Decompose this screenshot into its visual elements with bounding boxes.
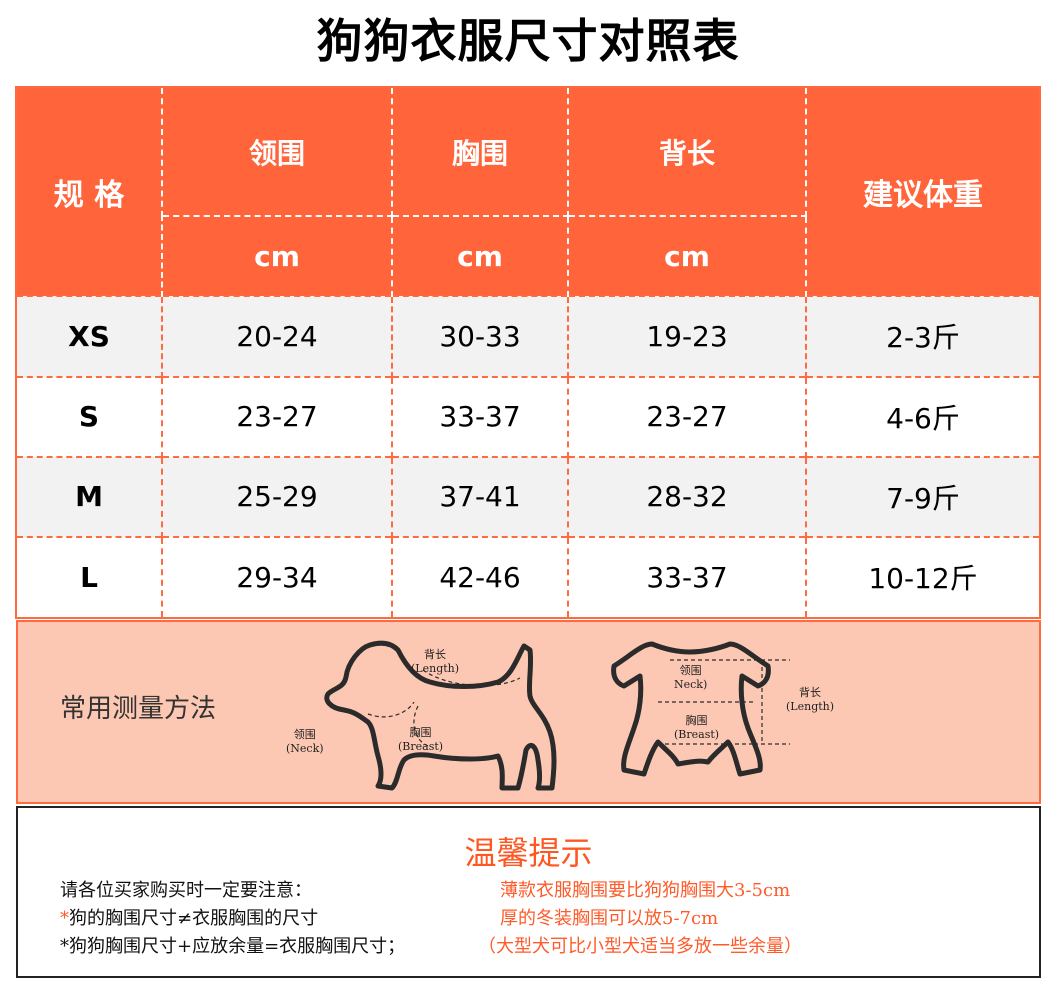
chest-cell: 37-41 xyxy=(392,455,569,537)
dog-neck-label: 领围 (Neck) xyxy=(286,728,324,756)
page-title: 狗狗衣服尺寸对照表 xyxy=(316,14,740,68)
tips-title: 温馨提示 xyxy=(464,834,593,872)
table-row: S 23-27 33-37 23-27 4-6斤 xyxy=(17,375,1039,457)
measurement-label: 常用测量方法 xyxy=(60,694,217,724)
measurement-panel: 常用测量方法 背长 (Length) 领围 (Neck) xyxy=(16,620,1041,804)
weight-cell: 2-3斤 xyxy=(806,295,1039,377)
table-row: M 25-29 37-41 28-32 7-9斤 xyxy=(17,455,1039,537)
header-back: 背长 xyxy=(568,88,807,218)
table-row: XS 20-24 30-33 19-23 2-3斤 xyxy=(17,295,1039,377)
header-weight: 建议体重 xyxy=(806,88,1039,297)
tip-right-1: 薄款衣服胸围要比狗狗胸围大3-5cm xyxy=(500,880,791,901)
dog-chest-en: (Breast) xyxy=(398,740,444,753)
size-cell: L xyxy=(17,535,163,617)
neck-cell: 29-34 xyxy=(162,535,393,617)
header-chest-unit: cm xyxy=(392,216,569,297)
tip-line-2: *狗的胸围尺寸≠衣服胸围的尺寸 xyxy=(60,904,318,930)
clothes-chest-cn: 胸围 xyxy=(685,714,708,727)
size-table: 规 格 领围 胸围 背长 建议体重 cm cm cm XS 20-24 30-3… xyxy=(15,86,1041,619)
back-cell: 19-23 xyxy=(568,295,807,377)
dog-back-cn: 背长 xyxy=(424,648,447,661)
neck-cell: 20-24 xyxy=(162,295,393,377)
clothes-outline-icon xyxy=(611,641,771,777)
dog-neck-en: (Neck) xyxy=(286,742,324,755)
clothes-back-cn: 背长 xyxy=(799,686,822,699)
neck-cell: 23-27 xyxy=(162,375,393,457)
tip-line-2-text: 狗的胸围尺寸≠衣服胸围的尺寸 xyxy=(69,908,319,929)
clothes-neck-en: Neck) xyxy=(674,678,708,691)
measurement-diagram xyxy=(324,640,790,791)
clothes-chest-label: 胸围 (Breast) xyxy=(674,714,719,742)
size-cell: S xyxy=(17,375,163,457)
header-neck: 领围 xyxy=(162,88,393,218)
tip-line-3: *狗狗胸围尺寸+应放余量=衣服胸围尺寸； xyxy=(60,936,406,957)
dog-outline-icon xyxy=(324,640,557,791)
tip-right-3: （大型犬可比小型犬适当多放一些余量） xyxy=(478,936,802,957)
dog-neck-cn: 领围 xyxy=(293,728,316,741)
tip-line-1: 请各位买家购买时一定要注意： xyxy=(60,880,312,901)
dog-back-en: (Length) xyxy=(411,662,460,675)
header-neck-unit: cm xyxy=(162,216,393,297)
size-cell: M xyxy=(17,455,163,537)
neck-cell: 25-29 xyxy=(162,455,393,537)
tip-star: * xyxy=(60,908,69,929)
chest-cell: 30-33 xyxy=(392,295,569,377)
header-chest: 胸围 xyxy=(392,88,569,218)
weight-cell: 10-12斤 xyxy=(806,535,1039,617)
chest-cell: 33-37 xyxy=(392,375,569,457)
clothes-neck-cn: 领围 xyxy=(679,664,702,677)
chest-cell: 42-46 xyxy=(392,535,569,617)
dog-chest-cn: 胸围 xyxy=(409,726,432,739)
table-row: L 29-34 42-46 33-37 10-12斤 xyxy=(17,535,1039,617)
weight-cell: 4-6斤 xyxy=(806,375,1039,457)
back-cell: 28-32 xyxy=(568,455,807,537)
back-cell: 33-37 xyxy=(568,535,807,617)
clothes-neck-label: 领围 Neck) xyxy=(674,664,707,692)
dog-chest-label: 胸围 (Breast) xyxy=(398,726,443,754)
header-back-unit: cm xyxy=(568,216,807,297)
weight-cell: 7-9斤 xyxy=(806,455,1039,537)
clothes-back-en: (Length) xyxy=(786,700,835,713)
size-cell: XS xyxy=(17,295,163,377)
clothes-chest-en: (Breast) xyxy=(674,728,720,741)
tip-right-2: 厚的冬装胸围可以放5-7cm xyxy=(500,908,719,929)
dog-back-label: 背长 (Length) xyxy=(411,648,459,676)
tips-panel: 温馨提示 请各位买家购买时一定要注意： *狗的胸围尺寸≠衣服胸围的尺寸 *狗狗胸… xyxy=(16,806,1041,978)
header-size: 规 格 xyxy=(17,88,163,297)
back-cell: 23-27 xyxy=(568,375,807,457)
clothes-back-label: 背长 (Length) xyxy=(786,686,834,714)
